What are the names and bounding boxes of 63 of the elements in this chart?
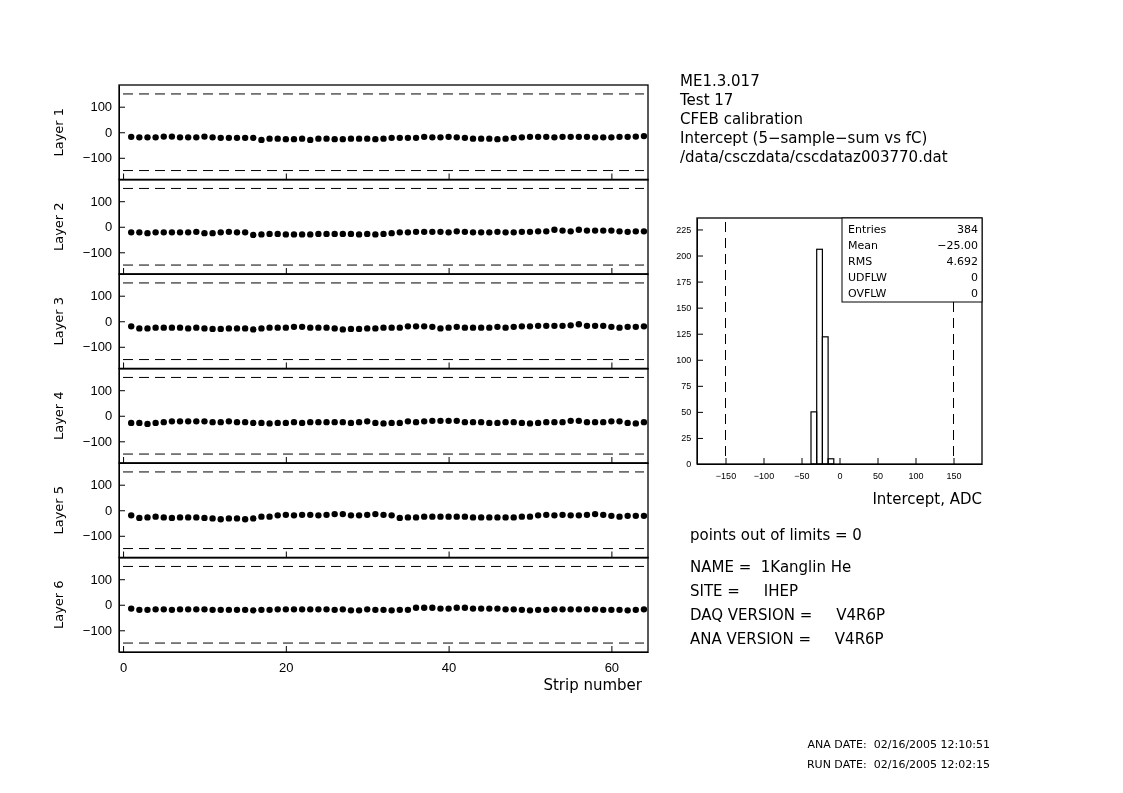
y-axis-title: Layer 4 (51, 391, 66, 441)
y-tick-label: 200 (676, 250, 692, 261)
text: SITE = IHEP (690, 582, 798, 600)
text: Mean −25.00 (848, 239, 978, 252)
y-axis-title: Layer 6 (51, 580, 66, 630)
text: NAME = 1Kanglin He (690, 558, 852, 576)
y-tick-label: 0 (104, 502, 113, 518)
y-tick-label: 100 (90, 288, 113, 304)
text: CFEB calibration (680, 110, 804, 128)
x-tick-label: 40 (441, 659, 457, 675)
y-tick-label: 0 (686, 459, 692, 470)
y-tick-label: 0 (104, 597, 113, 613)
y-tick-label: 100 (90, 99, 113, 115)
y-tick-label: −100 (82, 150, 113, 166)
text: RMS 4.692 (848, 255, 978, 268)
y-tick-label: 25 (681, 433, 692, 444)
x-tick-label: −100 (753, 470, 775, 481)
y-tick-label: 125 (676, 329, 692, 340)
y-tick-label: 50 (681, 407, 692, 418)
y-tick-label: 150 (676, 303, 692, 314)
x-tick-label: 20 (279, 659, 294, 675)
x-tick-label: 0 (837, 470, 843, 481)
x-tick-label: 150 (946, 470, 962, 481)
y-tick-label: 75 (681, 381, 692, 392)
x-tick-label: −50 (794, 470, 810, 481)
text: Entries 384 (848, 223, 978, 236)
text: UDFLW 0 (848, 271, 978, 284)
text: /data/csczdata/cscdataz003770.dat (680, 148, 948, 166)
text: ME1.3.017 (680, 72, 760, 90)
y-tick-label: 100 (90, 193, 113, 209)
text: ANA VERSION = V4R6P (690, 630, 884, 648)
x-tick-label: 60 (604, 659, 620, 675)
y-axis-title: Layer 3 (51, 296, 66, 346)
y-tick-label: 0 (104, 219, 113, 235)
y-tick-label: 0 (104, 124, 113, 140)
y-tick-label: 100 (90, 571, 113, 587)
x-axis-title: Strip number (543, 676, 643, 694)
y-tick-label: −100 (82, 339, 113, 355)
y-axis-title: Layer 2 (51, 202, 66, 252)
text: RUN DATE: 02/16/2005 12:02:15 (806, 758, 990, 771)
y-tick-label: 0 (104, 313, 113, 329)
y-tick-label: −100 (82, 433, 113, 449)
text: Intercept (5−sample−sum vs fC) (680, 129, 928, 147)
y-tick-label: 100 (90, 382, 113, 398)
text: OVFLW 0 (848, 287, 978, 300)
y-tick-label: −100 (82, 244, 113, 260)
text: points out of limits = 0 (690, 526, 862, 544)
text: Test 17 (679, 91, 734, 109)
x-tick-label: 100 (908, 470, 924, 481)
y-tick-label: 0 (104, 408, 113, 424)
x-tick-label: −150 (715, 470, 737, 481)
text: ANA DATE: 02/16/2005 12:10:51 (807, 738, 990, 751)
x-axis-title: Intercept, ADC (872, 490, 982, 508)
text: DAQ VERSION = V4R6P (690, 606, 885, 624)
y-tick-label: −100 (82, 528, 113, 544)
x-tick-label: 50 (872, 470, 884, 481)
y-tick-label: 175 (676, 276, 692, 287)
y-axis-title: Layer 1 (51, 107, 66, 157)
y-tick-label: 100 (676, 355, 692, 366)
y-tick-label: −100 (82, 622, 113, 638)
y-axis-title: Layer 5 (51, 485, 66, 535)
x-tick-label: 0 (119, 659, 128, 675)
y-tick-label: 225 (676, 224, 692, 235)
